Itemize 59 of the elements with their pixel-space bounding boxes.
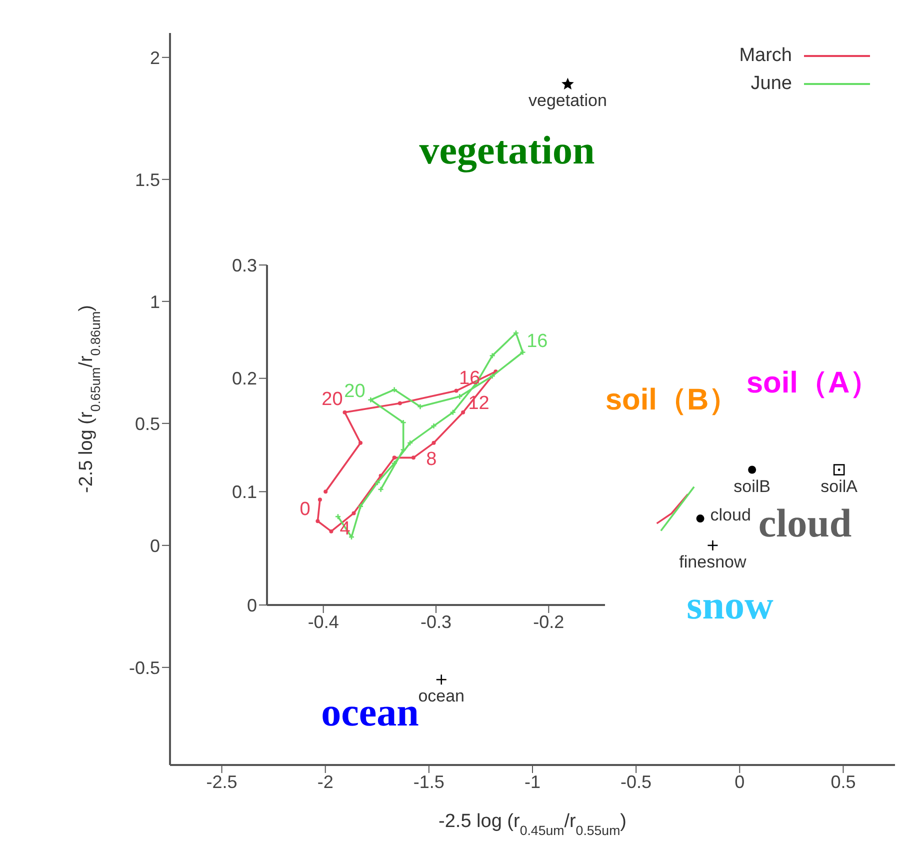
y-tick-label: 0.2 (232, 368, 257, 389)
legend-label: March (739, 45, 792, 67)
y-tick-label: 2 (150, 48, 160, 68)
x-tick-label: -0.5 (620, 772, 652, 792)
annotation: 20 (322, 388, 343, 410)
y-tick-label: 0 (150, 536, 160, 556)
y-tick-label: 0.5 (134, 414, 160, 434)
legend-label: June (750, 73, 792, 95)
annotation: cloud (758, 500, 852, 546)
series-label: finesnow (679, 552, 747, 572)
series-label: vegetation (528, 91, 607, 110)
annotation: 16 (526, 331, 548, 352)
point (358, 440, 363, 445)
x-tick-label: -2 (317, 772, 334, 792)
point (342, 410, 347, 414)
point (352, 511, 356, 516)
annotation: 16 (459, 368, 480, 390)
series-label: soilB (734, 476, 770, 496)
series-label: cloud (710, 506, 751, 525)
point (324, 490, 328, 494)
x-tick-label: -0.3 (420, 612, 452, 632)
point (392, 456, 396, 460)
point (329, 529, 334, 534)
annotation: snow (686, 582, 774, 628)
x-tick-label: -1 (524, 772, 541, 792)
point (696, 514, 704, 523)
point (318, 498, 322, 502)
point (411, 456, 416, 460)
x-tick-label: 0.5 (830, 772, 856, 792)
annotation: 8 (426, 448, 437, 470)
y-tick-label: 1.5 (134, 170, 160, 190)
y-tick-label: 0.1 (232, 482, 257, 502)
annotation: vegetation (419, 128, 595, 172)
y-tick-label: -0.5 (128, 658, 160, 678)
x-axis-title: -2.5 log (r$_{0.45um}$/r$_{0.55um}$) (438, 811, 626, 838)
y-tick-label: 0 (246, 595, 257, 616)
x-tick-label: -0.4 (308, 612, 339, 632)
x-tick-label: -0.2 (533, 612, 564, 632)
point (461, 410, 466, 414)
annotation: ocean (321, 690, 419, 734)
x-tick-label: -1.5 (413, 772, 444, 792)
point (316, 519, 320, 524)
y-tick-label: 1 (150, 292, 160, 312)
annotation: soil（B） (605, 384, 739, 416)
annotation: 20 (344, 381, 366, 402)
x-tick-label: -2.5 (206, 772, 238, 792)
point (454, 388, 458, 393)
point (748, 466, 756, 474)
annotation: soil（A） (746, 366, 880, 400)
series-label: soilA (820, 476, 858, 496)
point (432, 440, 436, 445)
point (833, 464, 845, 476)
x-tick-label: 0 (734, 772, 745, 792)
annotation: 0 (300, 499, 310, 520)
annotation: 12 (468, 393, 490, 414)
point (562, 78, 574, 90)
series-label: ocean (418, 686, 465, 706)
point (398, 401, 402, 406)
y-tick-label: 0.3 (232, 255, 257, 276)
